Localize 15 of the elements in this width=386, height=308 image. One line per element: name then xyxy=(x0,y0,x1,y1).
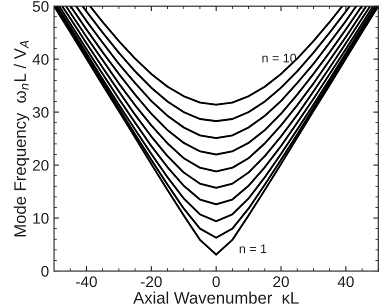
x-tick-label: 40 xyxy=(338,276,354,288)
y-tick-label: 30 xyxy=(32,106,49,118)
y-axis-title: Mode Frequency ω$_{n}$L / V$_{A}$ xyxy=(14,40,30,236)
x-tick-label: -40 xyxy=(76,276,97,288)
x-tick-label: -20 xyxy=(140,276,162,288)
y-tick-label: 10 xyxy=(33,212,49,224)
y-tick-label: 50 xyxy=(32,1,49,12)
x-tick-label: 20 xyxy=(273,276,289,288)
annotation: n = 10 xyxy=(262,54,296,62)
annotation: n = 1 xyxy=(240,244,266,254)
y-tick-label: 0 xyxy=(41,266,49,277)
y-tick-label: 40 xyxy=(32,54,49,65)
y-tick-label: 20 xyxy=(32,160,49,171)
x-axis-title: Axial Wavenumber κL xyxy=(133,292,299,304)
x-tick-label: 0 xyxy=(212,276,220,288)
